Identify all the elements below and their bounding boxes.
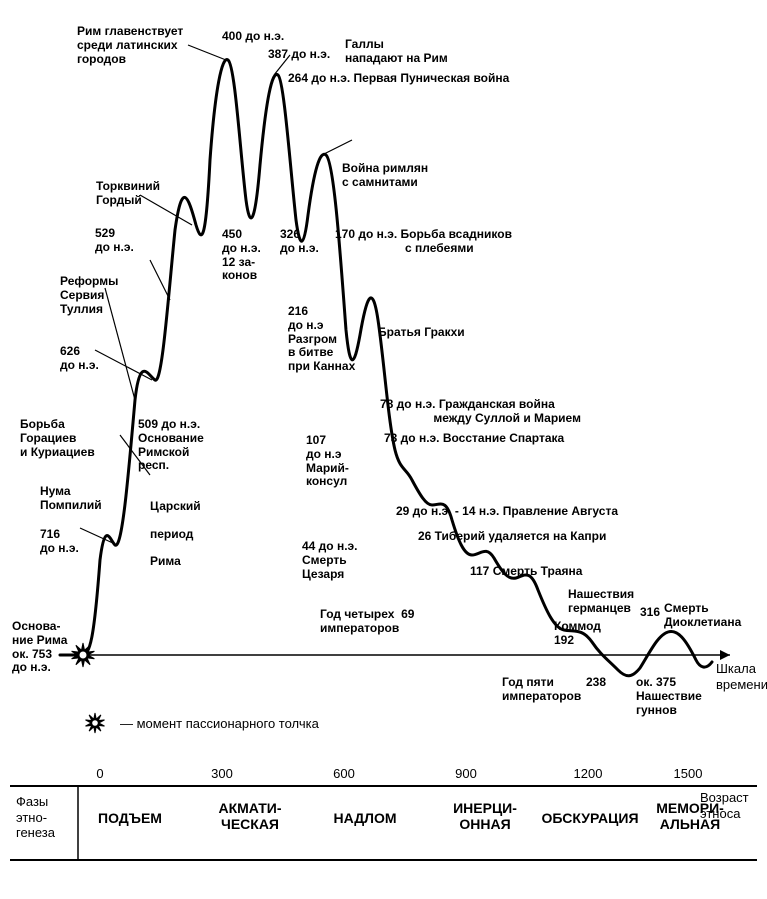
- annotation-17: 326 до н.э.: [280, 228, 319, 256]
- annotation-35: ок. 375 Нашествие гуннов: [636, 676, 702, 717]
- annotation-9: Царский период Рима: [150, 500, 201, 569]
- diagram-svg: [0, 0, 767, 899]
- annotation-6: 529 до н.э.: [95, 227, 134, 255]
- phase-3: ИНЕРЦИ- ОННАЯ: [453, 800, 517, 832]
- tick-300: 300: [211, 766, 233, 781]
- annotation-2: Нума Помпилий: [40, 485, 102, 513]
- annotation-19: 216 до н.э Разгром в битве при Каннах: [288, 305, 355, 374]
- annotation-25: 29 до н.э. - 14 н.э. Правление Августа: [396, 505, 618, 519]
- annotation-32: Смерть Диоклетиана: [664, 602, 741, 630]
- annotation-5: Реформы Сервия Туллия: [60, 275, 118, 316]
- annotation-22: 73 до н.э. Восстание Спартака: [384, 432, 564, 446]
- annotation-1: 716 до н.э.: [40, 528, 79, 556]
- annotation-23: 107 до н.э Марий- консул: [306, 434, 349, 489]
- annotation-10: Рим главенствует среди латинских городов: [77, 25, 183, 66]
- annotation-33: Год пяти императоров: [502, 676, 581, 704]
- phase-4: ОБСКУРАЦИЯ: [541, 810, 638, 826]
- phase-0: ПОДЪЕМ: [98, 810, 162, 826]
- annotation-8: 509 до н.э. Основание Римской респ.: [138, 418, 204, 473]
- annotation-34: 238: [586, 676, 606, 690]
- phase-2: НАДЛОМ: [333, 810, 396, 826]
- annotation-14: Галлы нападают на Рим: [345, 38, 448, 66]
- tick-600: 600: [333, 766, 355, 781]
- annotation-21: 78 до н.э. Гражданская война между Сулло…: [380, 398, 581, 426]
- annotation-30: Нашествия германцев: [568, 588, 634, 616]
- annotation-28: Год четырех 69 императоров: [320, 608, 414, 636]
- annotation-31: 316: [640, 606, 660, 620]
- tick-900: 900: [455, 766, 477, 781]
- annotation-7: Торквиний Гордый: [96, 180, 160, 208]
- annotation-16: Война римлян с самнитами: [342, 162, 428, 190]
- annotation-20: Братья Гракхи: [378, 326, 465, 340]
- annotation-15: 264 до н.э. Первая Пуническая война: [288, 72, 509, 86]
- annotation-29: Коммод 192: [554, 620, 601, 648]
- annotation-27: 117 Смерть Траяна: [470, 565, 582, 579]
- annotation-24: 44 до н.э. Смерть Цезаря: [302, 540, 358, 581]
- tick-1200: 1200: [574, 766, 603, 781]
- time-axis-label: Шкала времени: [716, 661, 767, 692]
- annotation-26: 26 Тиберий удаляется на Капри: [418, 530, 606, 544]
- tick-1500: 1500: [674, 766, 703, 781]
- phase-1: АКМАТИ- ЧЕСКАЯ: [218, 800, 281, 832]
- annotation-4: 626 до н.э.: [60, 345, 99, 373]
- tick-0: 0: [96, 766, 103, 781]
- phase-left-label: Фазы этно- генеза: [16, 794, 55, 841]
- legend-text: — момент пассионарного толчка: [120, 716, 319, 731]
- annotation-0: Основа- ние Рима ок. 753 до н.э.: [12, 620, 67, 675]
- annotation-3: Борьба Горациев и Куриациев: [20, 418, 95, 459]
- phase-5: МЕМОРИ- АЛЬНАЯ: [656, 800, 724, 832]
- annotation-12: 450 до н.э. 12 за- конов: [222, 228, 261, 283]
- diagram-stage: Основа- ние Рима ок. 753 до н.э. 716 до н…: [0, 0, 767, 899]
- annotation-13: 387 до н.э.: [268, 48, 330, 62]
- annotation-11: 400 до н.э.: [222, 30, 284, 44]
- annotation-18: 170 до н.э. Борьба всадников с плебеями: [335, 228, 512, 256]
